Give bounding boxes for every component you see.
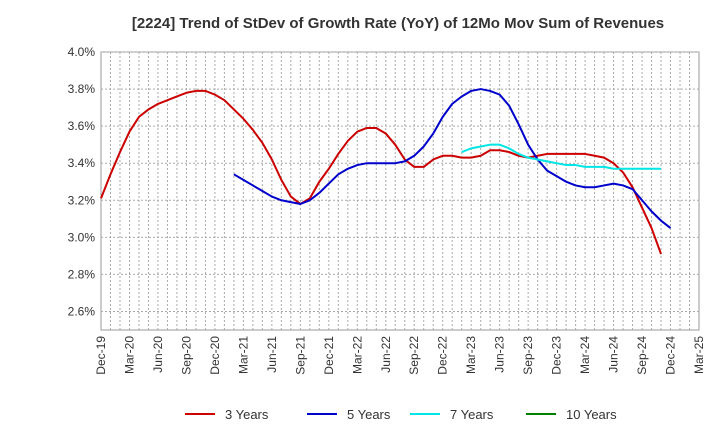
x-tick-label: Mar-24 (578, 336, 592, 374)
legend-label: 7 Years (450, 407, 494, 422)
x-tick-label: Dec-23 (550, 336, 564, 375)
plot-border (100, 51, 700, 331)
x-tick-label: Jun-24 (607, 336, 621, 373)
legend-label: 10 Years (566, 407, 617, 422)
y-tick-label: 4.0% (68, 45, 96, 59)
x-tick-label: Sep-22 (407, 336, 421, 375)
y-tick-label: 3.8% (68, 82, 96, 96)
series-line-3-years (100, 89, 662, 255)
legend-label: 3 Years (225, 407, 269, 422)
x-tick-label: Mar-25 (692, 336, 706, 374)
y-tick-label: 3.0% (68, 230, 96, 244)
y-tick-label: 3.4% (68, 156, 96, 170)
x-tick-label: Sep-24 (635, 336, 649, 375)
chart-title: [2224] Trend of StDev of Growth Rate (Yo… (132, 15, 664, 32)
y-tick-label: 3.6% (68, 119, 96, 133)
x-tick-label: Sep-21 (293, 336, 307, 375)
y-tick-label: 2.8% (68, 267, 96, 281)
y-tick-label: 2.6% (68, 304, 96, 318)
series-line-5-years (233, 88, 672, 229)
x-tick-label: Mar-20 (122, 336, 136, 374)
x-tick-label: Sep-20 (179, 336, 193, 375)
legend: 3 Years 5 Years 7 Years 10 Years (185, 407, 617, 422)
x-tick-label: Dec-21 (322, 336, 336, 375)
y-tick-label: 3.2% (68, 193, 96, 207)
x-tick-label: Dec-22 (436, 336, 450, 375)
series-line-7-years (461, 143, 662, 170)
x-tick-label: Jun-20 (151, 336, 165, 373)
x-axis: Dec-19 Mar-20 Jun-20 Sep-20 Dec-20 Mar-21 Jun-… (94, 336, 706, 375)
x-tick-label: Sep-23 (521, 336, 535, 375)
series-layer (100, 88, 672, 255)
x-tick-label: Mar-21 (236, 336, 250, 374)
x-tick-label: Dec-20 (208, 336, 222, 375)
x-tick-label: Dec-19 (94, 336, 108, 375)
x-tick-label: Jun-22 (379, 336, 393, 373)
legend-label: 5 Years (347, 407, 391, 422)
x-tick-label: Dec-24 (664, 336, 678, 375)
x-tick-label: Jun-21 (265, 336, 279, 373)
x-tick-label: Mar-23 (464, 336, 478, 374)
plot-area (100, 51, 700, 331)
y-axis: 2.6% 2.8% 3.0% 3.2% 3.4% 3.6% 3.8% 4.0% (68, 45, 96, 318)
x-tick-label: Jun-23 (493, 336, 507, 373)
x-tick-label: Mar-22 (350, 336, 364, 374)
